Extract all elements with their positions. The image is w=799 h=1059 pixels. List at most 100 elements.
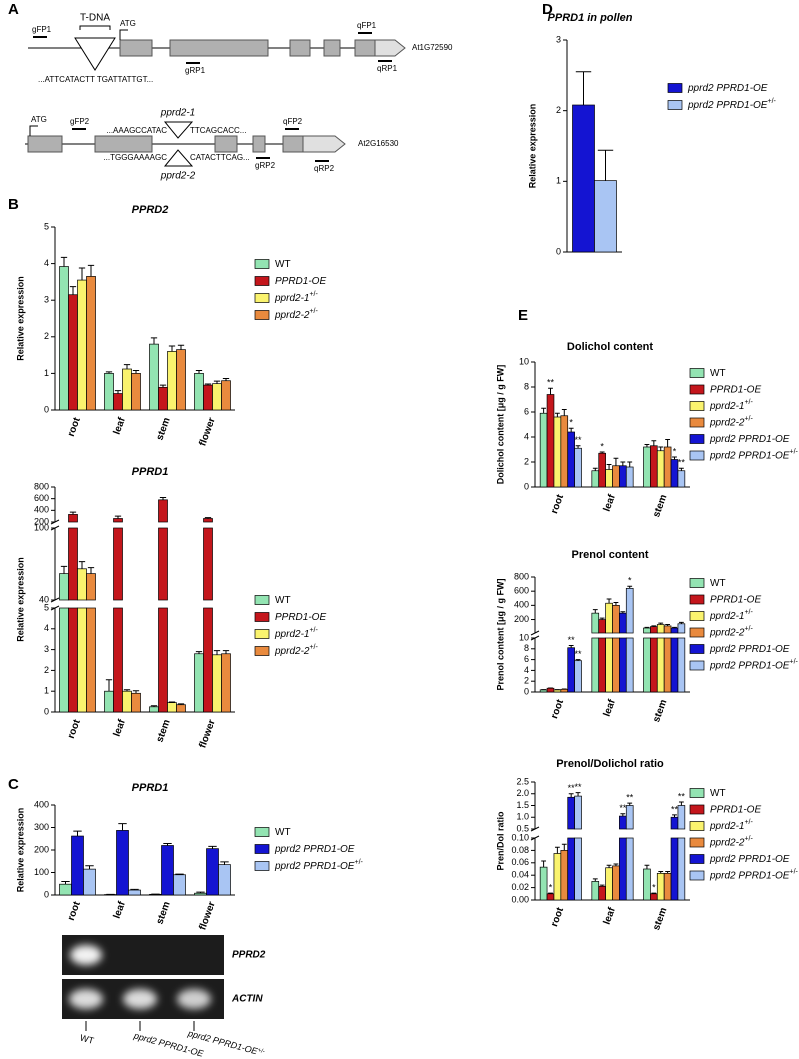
legend-name: WT: [710, 578, 726, 589]
bar: [194, 373, 204, 411]
x-tick-label: leaf: [602, 906, 618, 927]
sequence: TTCAGCACC...: [190, 126, 246, 135]
error-bar: [627, 461, 633, 467]
error-bar: [60, 565, 68, 574]
legend-label: WT: [710, 578, 726, 589]
sequence: CATACTTCAG...: [190, 153, 250, 162]
gel: PPRD2 ACTIN WT pprd2 PPRD1-OE pprd2 PPRD…: [62, 935, 266, 1059]
bar: [677, 637, 686, 693]
sequence: ...ATTCATACTT TGATTATTGT...: [38, 75, 153, 84]
lane-label: WT: [79, 1033, 96, 1046]
error-bar: [644, 444, 650, 447]
bar: [677, 837, 686, 901]
y-tick-label: 100: [34, 522, 49, 532]
error-bar: [213, 650, 221, 655]
error-bar: [168, 701, 176, 703]
error-bar: [627, 585, 633, 589]
panel-label: B: [8, 196, 19, 213]
legend-label: pprd2-2+/-: [274, 644, 319, 656]
error-bar: [554, 846, 560, 854]
legend-swatch: [689, 870, 705, 881]
legend-name: pprd2-1: [709, 611, 744, 622]
error-bar: [60, 256, 68, 267]
legend-swatch: [689, 837, 705, 848]
bar: [116, 830, 129, 896]
error-bar: [651, 625, 657, 627]
error-bar: [69, 286, 77, 295]
legend-name: pprd2 PPRD1-OE: [709, 660, 790, 671]
gel-band: [177, 989, 211, 1009]
legend-name: pprd2 PPRD1-OE: [274, 844, 355, 855]
bar: [59, 573, 69, 601]
significance: *: [600, 441, 604, 451]
bar: [656, 624, 665, 634]
legend-label: pprd2 PPRD1-OE+/-: [687, 98, 777, 110]
bar: [677, 805, 686, 830]
y-tick-label: 800: [514, 571, 529, 581]
x-tick-label: leaf: [112, 718, 128, 739]
error-bar: [678, 621, 684, 624]
error-bar: [78, 267, 86, 281]
legend-label: PPRD1-OE: [275, 612, 326, 623]
insert-1: [163, 121, 194, 139]
error-bar: [627, 802, 633, 806]
error-bar: [592, 878, 598, 882]
bar: [670, 637, 679, 693]
legend-swatch: [689, 594, 705, 605]
error-bar: [568, 793, 574, 798]
bar: [663, 872, 672, 901]
significance: *: [628, 576, 632, 586]
bar: [158, 607, 168, 713]
chart-title: Dolichol content: [567, 341, 654, 353]
legend-label: pprd2 PPRD1-OE: [274, 844, 355, 855]
bar: [176, 704, 186, 713]
legend-sup: +/-: [744, 416, 753, 423]
bar: [619, 815, 627, 830]
y-tick-label: 0.06: [511, 857, 529, 867]
error-bar: [123, 364, 131, 370]
bar: [86, 276, 96, 411]
y-tick-label: 2.0: [516, 788, 529, 798]
legend-name: pprd2-2: [274, 646, 310, 657]
y-tick-label: 10: [519, 356, 529, 366]
significance: *: [549, 883, 553, 893]
bar: [83, 868, 96, 896]
error-bar: [606, 864, 612, 868]
bar: [203, 518, 213, 523]
utr: [374, 39, 406, 57]
legend-swatch: [254, 844, 270, 854]
y-tick-label: 8: [524, 381, 529, 391]
bar: [212, 383, 222, 411]
bar: [567, 796, 575, 830]
error-bar: [548, 387, 553, 395]
legend-swatch: [667, 100, 683, 110]
error-bar: [163, 842, 172, 846]
significance: *: [673, 446, 677, 456]
legend-name: pprd2-2: [274, 310, 310, 321]
legend-swatch: [689, 401, 705, 411]
significance: *: [569, 418, 573, 428]
error-bar: [599, 617, 605, 620]
legend-swatch: [689, 434, 705, 444]
significance: *: [652, 883, 656, 893]
legend-swatch: [254, 259, 270, 269]
error-bar: [672, 626, 677, 629]
error-bar: [561, 409, 567, 416]
legend-swatch: [254, 310, 270, 320]
error-bar: [114, 390, 122, 394]
legend-label: pprd2-2+/-: [709, 626, 754, 638]
bar: [149, 343, 159, 411]
bar: [670, 837, 679, 901]
bar: [539, 866, 548, 901]
bar: [591, 612, 600, 634]
legend-label: pprd2-2+/-: [709, 416, 754, 428]
bar: [553, 853, 562, 901]
legend-sup: +/-: [744, 399, 753, 406]
error-bar: [196, 891, 205, 894]
legend-name: pprd2 PPRD1-OE: [709, 434, 790, 445]
y-tick-label: 400: [34, 505, 49, 515]
panel-label: D: [542, 1, 553, 18]
legend-name: pprd2-2: [709, 417, 745, 428]
exon: [354, 39, 376, 57]
